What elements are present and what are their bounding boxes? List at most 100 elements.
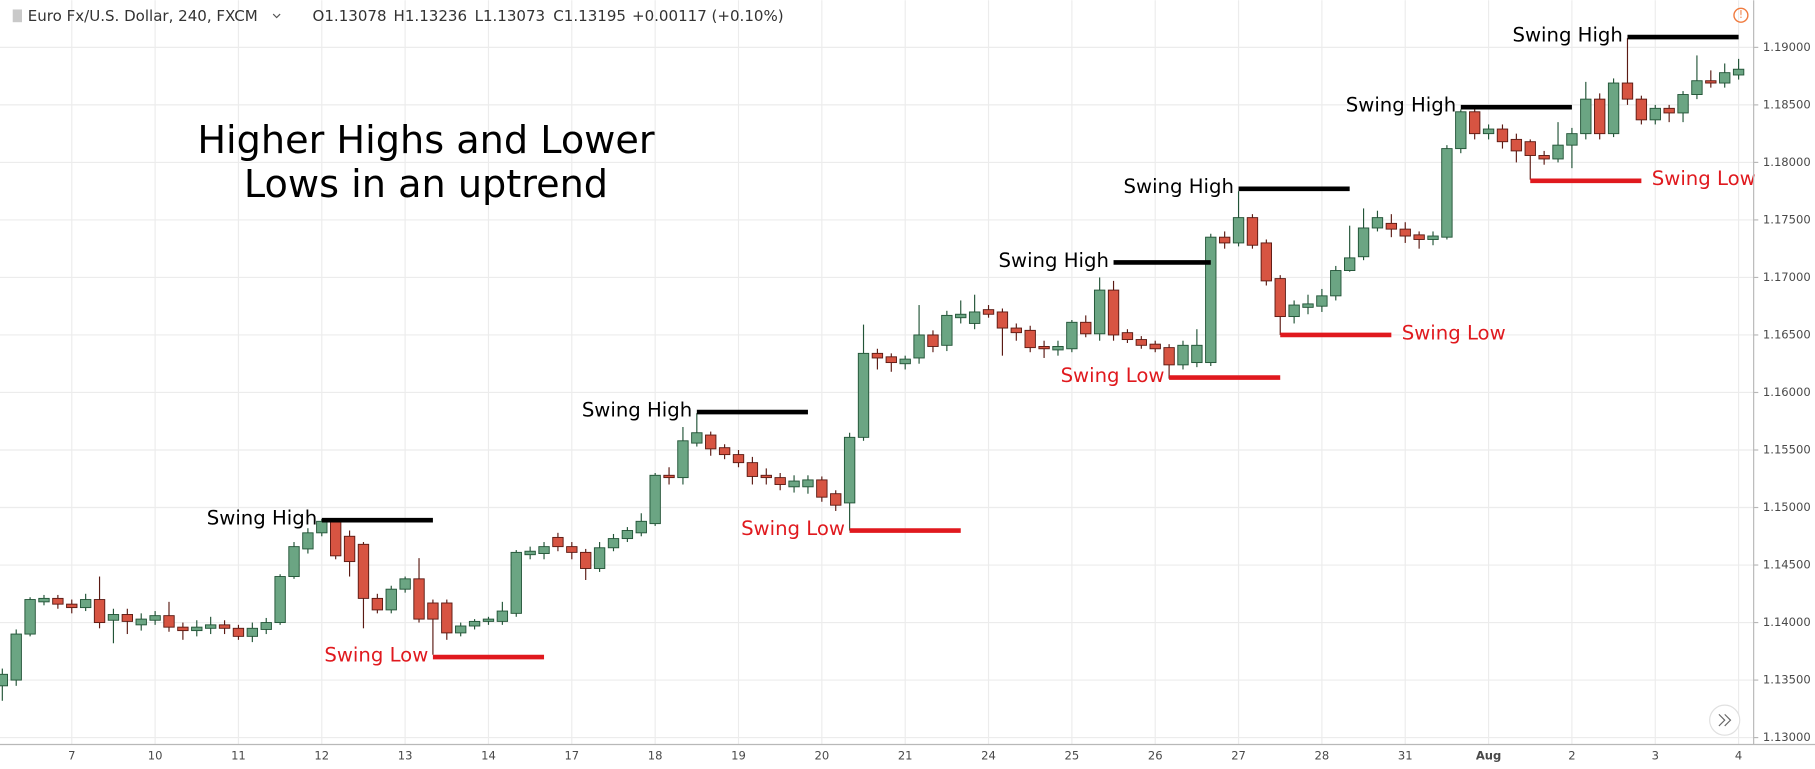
candle-body [705,434,717,450]
candle-body [1135,339,1147,346]
candle-body [191,626,203,632]
candle-body [1455,111,1467,150]
candle-body [163,615,175,628]
candle-body [802,479,814,488]
candle-body [941,314,953,346]
swing-label: Swing High [1512,23,1622,46]
candle-body [1357,227,1370,258]
candle-body [399,578,411,590]
candle-body [1691,80,1703,95]
candle-body [1107,289,1120,336]
candle-body [899,358,911,365]
candle-body [1663,107,1675,114]
candle-body [927,334,939,347]
ohlc-close: C1.13195 [553,7,626,25]
candle-body [1121,332,1134,341]
candle-body [913,334,925,359]
candle-body [871,352,884,359]
candles [0,38,1745,701]
candle-body [1288,304,1300,318]
candle-body [52,597,64,605]
candle-body [149,615,161,621]
candle-body [1649,107,1661,121]
x-tick-label: 4 [1735,749,1742,763]
candle-body [246,627,259,637]
candle-body [621,530,634,540]
swing-label: Swing High [1124,175,1234,198]
x-tick-label: 24 [981,749,996,763]
y-tick-label: 1.17500 [1763,212,1811,226]
candle-body [24,599,36,635]
swing-label: Swing High [999,249,1109,272]
candle-body [107,614,120,621]
y-tick-label: 1.14500 [1763,558,1811,572]
candle-body [427,602,439,620]
candle-body [385,588,397,611]
candle-body [1274,278,1286,318]
candle-body [1052,345,1064,351]
swing-label: Swing Low [324,643,428,666]
y-tick-label: 1.15500 [1763,442,1811,456]
x-tick-label: 14 [481,749,496,763]
candle-body [1496,128,1509,143]
alert-icon[interactable] [1733,7,1749,23]
candle-body [204,624,217,629]
symbol-name[interactable]: Euro Fx/U.S. Dollar, 240, FXCM [28,7,258,25]
candle-body [1205,236,1217,364]
swing-label: Swing Low [741,517,845,540]
x-tick-label: 13 [398,749,413,763]
x-tick-label: 11 [231,749,246,763]
candle-body [1163,347,1175,366]
candle-body [177,626,189,632]
candle-body [66,603,78,609]
annotations: Swing High Swing Low Swing High Swing Low Sw… [207,23,1756,666]
candle-body [413,578,425,620]
ohlc-low: L1.13073 [475,7,546,25]
candle-body [1385,222,1398,230]
chart-title-line: Lows in an uptrend [244,163,608,207]
candle-body [510,551,522,614]
y-tick-label: 1.17000 [1763,270,1811,284]
candle-body [607,538,620,549]
swing-label: Swing Low [1652,167,1756,190]
x-tick-label: 26 [1148,749,1163,763]
candle-body [816,479,828,498]
y-tick-label: 1.15000 [1763,500,1811,514]
candle-body [1191,344,1203,364]
candle-body [538,546,550,554]
candle-body [732,454,745,464]
candle-body [79,599,92,609]
candle-body [455,625,467,634]
candle-body [288,546,300,577]
candle-body [552,536,564,548]
candle-body [677,440,689,479]
ohlc-change: +0.00117 (+0.10%) [632,7,784,25]
ohlc-high: H1.13236 [394,7,467,25]
candle-body [260,622,272,630]
symbol-dropdown[interactable] [272,13,281,19]
alert-icon-mark: ! [1739,9,1743,21]
candle-body [1246,217,1259,246]
axis-labels: 1.13000 1.13500 1.14000 1.14500 1.15000 1.155… [68,40,1811,763]
y-tick-label: 1.14000 [1763,615,1811,629]
candle-body [1427,235,1439,240]
swing-label: Swing High [582,398,692,421]
candle-body [955,313,967,319]
x-tick-label: 27 [1231,749,1246,763]
candle-body [1580,98,1592,135]
candle-body [996,311,1009,329]
candle-body [371,597,384,611]
candle-body [1024,329,1036,349]
candle-body [1441,148,1453,238]
candle-body [649,474,661,525]
candle-body [580,551,592,569]
candle-body [1552,144,1564,160]
y-tick-label: 1.18500 [1763,97,1811,111]
candle-body [1538,155,1550,160]
candle-body [1316,295,1328,307]
candle-body [1524,141,1536,156]
candle-body [274,576,286,624]
